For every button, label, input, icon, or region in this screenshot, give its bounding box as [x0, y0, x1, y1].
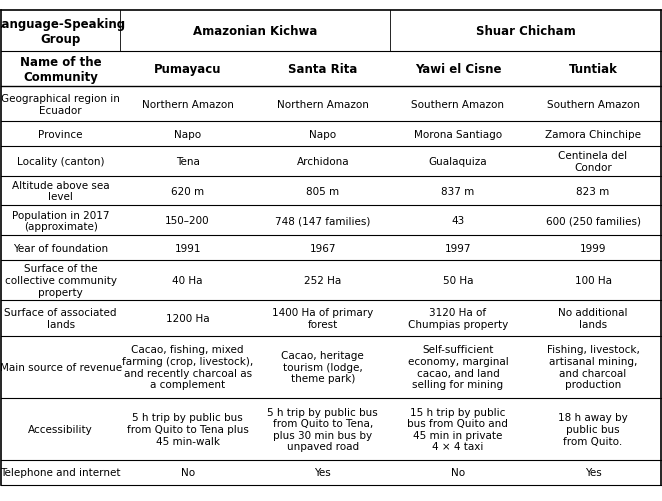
- Text: Language-Speaking
Group: Language-Speaking Group: [0, 18, 126, 46]
- Text: 805 m: 805 m: [307, 186, 340, 196]
- Text: Southern Amazon: Southern Amazon: [547, 100, 639, 110]
- Text: Fishing, livestock,
artisanal mining,
and charcoal
production: Fishing, livestock, artisanal mining, an…: [547, 345, 639, 389]
- Text: 1997: 1997: [445, 243, 471, 253]
- Text: 748 (147 families): 748 (147 families): [275, 216, 371, 226]
- Text: Gualaquiza: Gualaquiza: [428, 156, 487, 166]
- Text: Name of the
Community: Name of the Community: [20, 56, 101, 84]
- Text: Main source of revenue: Main source of revenue: [0, 362, 122, 372]
- Text: 600 (250 families): 600 (250 families): [545, 216, 641, 226]
- Text: Yes: Yes: [314, 467, 331, 477]
- Text: Surface of associated
lands: Surface of associated lands: [5, 308, 117, 329]
- Text: 1991: 1991: [174, 243, 201, 253]
- Text: 1967: 1967: [310, 243, 336, 253]
- Text: 620 m: 620 m: [171, 186, 204, 196]
- Text: Northern Amazon: Northern Amazon: [277, 100, 369, 110]
- Text: Yes: Yes: [585, 467, 601, 477]
- Text: Zamora Chinchipe: Zamora Chinchipe: [545, 129, 641, 139]
- Text: 15 h trip by public
bus from Quito and
45 min in private
4 × 4 taxi: 15 h trip by public bus from Quito and 4…: [408, 407, 508, 451]
- Text: 5 h trip by public bus
from Quito to Tena plus
45 min-walk: 5 h trip by public bus from Quito to Ten…: [126, 413, 248, 446]
- Text: Archidona: Archidona: [297, 156, 349, 166]
- Text: Tena: Tena: [175, 156, 199, 166]
- Text: Napo: Napo: [174, 129, 201, 139]
- Text: Tuntiak: Tuntiak: [569, 63, 618, 76]
- Text: 50 Ha: 50 Ha: [443, 276, 473, 286]
- Text: 40 Ha: 40 Ha: [172, 276, 203, 286]
- Text: Altitude above sea
level: Altitude above sea level: [12, 180, 109, 202]
- Text: Cacao, heritage
tourism (lodge,
theme park): Cacao, heritage tourism (lodge, theme pa…: [281, 350, 364, 384]
- Text: Santa Rita: Santa Rita: [288, 63, 357, 76]
- Text: Surface of the
collective community
property: Surface of the collective community prop…: [5, 264, 117, 297]
- Text: 1400 Ha of primary
forest: 1400 Ha of primary forest: [272, 308, 373, 329]
- Text: 1200 Ha: 1200 Ha: [166, 313, 209, 323]
- Text: No: No: [451, 467, 465, 477]
- Text: Telephone and internet: Telephone and internet: [1, 467, 121, 477]
- Text: 3120 Ha of
Chumpias property: 3120 Ha of Chumpias property: [408, 308, 508, 329]
- Text: 150–200: 150–200: [166, 216, 210, 226]
- Text: 5 h trip by public bus
from Quito to Tena,
plus 30 min bus by
unpaved road: 5 h trip by public bus from Quito to Ten…: [267, 407, 378, 451]
- Text: 823 m: 823 m: [577, 186, 610, 196]
- Text: 1999: 1999: [580, 243, 606, 253]
- Text: Napo: Napo: [309, 129, 336, 139]
- Text: Accessibility: Accessibility: [28, 424, 93, 434]
- Text: 43: 43: [451, 216, 465, 226]
- Text: No additional
lands: No additional lands: [558, 308, 628, 329]
- Text: Pumayacu: Pumayacu: [154, 63, 221, 76]
- Text: Cacao, fishing, mixed
farming (crop, livestock),
and recently charcoal as
a comp: Cacao, fishing, mixed farming (crop, liv…: [122, 345, 254, 389]
- Text: Yawi el Cisne: Yawi el Cisne: [414, 63, 501, 76]
- Text: Southern Amazon: Southern Amazon: [411, 100, 504, 110]
- Text: Province: Province: [38, 129, 83, 139]
- Text: 18 h away by
public bus
from Quito.: 18 h away by public bus from Quito.: [558, 413, 628, 446]
- Text: Amazonian Kichwa: Amazonian Kichwa: [193, 25, 317, 38]
- Text: 100 Ha: 100 Ha: [575, 276, 612, 286]
- Text: Geographical region in
Ecuador: Geographical region in Ecuador: [1, 94, 120, 115]
- Text: Year of foundation: Year of foundation: [13, 243, 109, 253]
- Text: Northern Amazon: Northern Amazon: [142, 100, 234, 110]
- Text: Population in 2017
(approximate): Population in 2017 (approximate): [12, 210, 109, 232]
- Text: Shuar Chicham: Shuar Chicham: [475, 25, 575, 38]
- Text: Centinela del
Condor: Centinela del Condor: [559, 151, 628, 172]
- Text: No: No: [181, 467, 195, 477]
- Text: Locality (canton): Locality (canton): [17, 156, 105, 166]
- Text: Self-sufficient
economy, marginal
cacao, and land
selling for mining: Self-sufficient economy, marginal cacao,…: [408, 345, 508, 389]
- Text: Morona Santiago: Morona Santiago: [414, 129, 502, 139]
- Text: 837 m: 837 m: [442, 186, 475, 196]
- Text: 252 Ha: 252 Ha: [304, 276, 342, 286]
